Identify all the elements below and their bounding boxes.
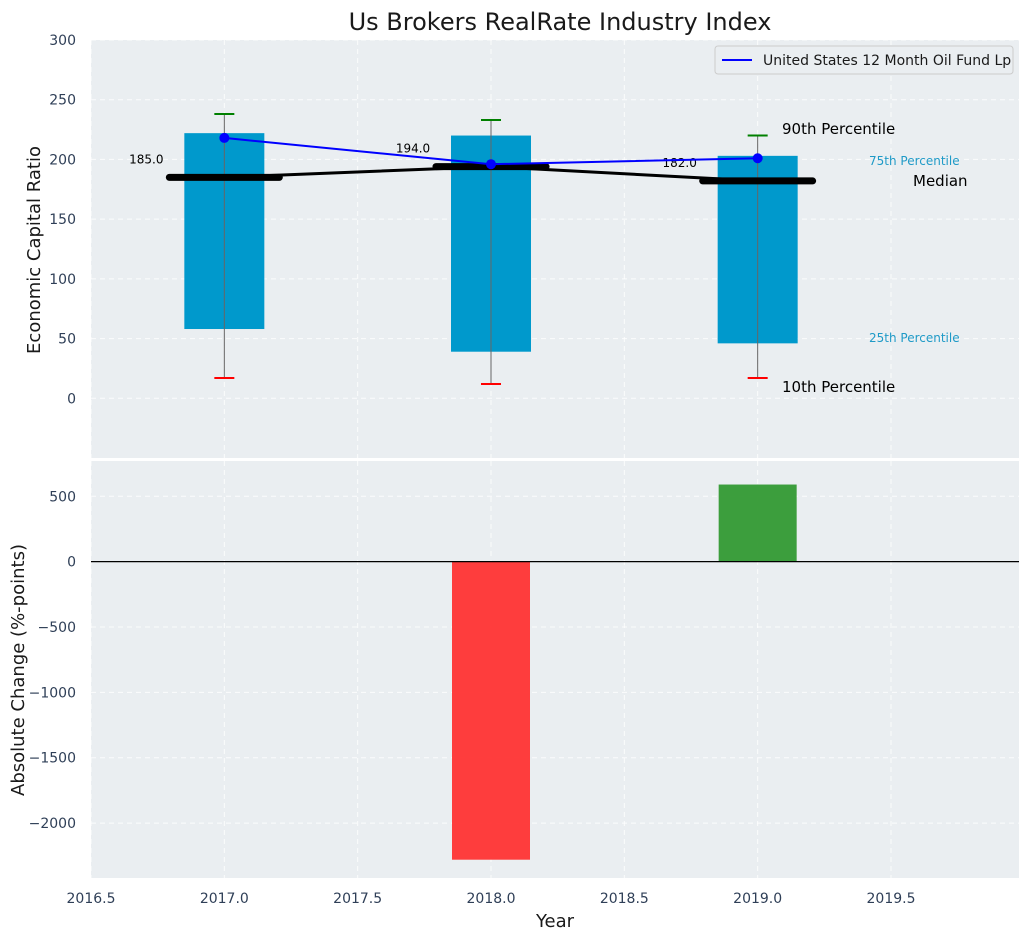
top-y-tick-label: 0 [67,391,76,407]
bottom-y-tick-label: 0 [67,555,76,571]
bottom-y-tick-label: −2000 [29,816,76,832]
x-ticks: 2016.5 2017.0 2017.5 2018.0 2018.5 2019.0 2019… [67,891,916,907]
top-y-tick-label: 50 [58,332,76,348]
bottom-y-tick-label: −500 [38,620,76,636]
bottom-y-ticks: 500 0 −500 −1000 −1500 −2000 [29,489,76,832]
x-tick-label: 2018.5 [600,891,649,907]
legend-entry-label: United States 12 Month Oil Fund Lp [763,53,1011,69]
top-y-tick-label: 100 [49,272,76,288]
top-marks: 185.0 194.0 182.0 [129,113,817,385]
x-axis-label: Year [535,911,575,932]
change-bar [452,561,530,860]
bottom-marks [91,484,1019,860]
x-tick-label: 2017.0 [200,891,249,907]
bottom-y-tick-label: −1000 [29,685,76,701]
annotation-90th: 90th Percentile [782,120,895,138]
chart-title: Us Brokers RealRate Industry Index [349,8,772,36]
top-y-tick-label: 200 [49,152,76,168]
series-point [219,132,230,143]
bottom-panel: 500 0 −500 −1000 −1500 −2000 2016.5 2017.0 2017… [8,461,1019,932]
median-value-label: 194.0 [396,142,430,156]
top-y-ticks: 0 50 100 150 200 250 300 [49,33,76,407]
bottom-y-tick-label: 500 [49,489,76,505]
top-y-tick-label: 250 [49,93,76,109]
x-tick-label: 2017.5 [333,891,382,907]
series-point [752,153,763,164]
x-tick-label: 2018.0 [467,891,516,907]
annotation-10th: 10th Percentile [782,378,895,396]
bottom-y-tick-label: −1500 [29,751,76,767]
annotation-median: Median [913,172,968,190]
legend-box [714,45,1014,75]
top-panel: 0 50 100 150 200 250 300 Economic Capital Rati… [24,33,1019,458]
top-y-axis-label: Economic Capital Ratio [24,146,45,354]
annotation-25th: 25th Percentile [869,331,960,345]
change-bar [718,484,797,562]
annotation-75th: 75th Percentile [869,154,960,168]
top-y-tick-label: 150 [49,212,76,228]
median-value-label: 185.0 [129,152,163,166]
x-tick-label: 2019.5 [867,891,916,907]
median-value-label: 182.0 [662,156,696,170]
bottom-plot-area [91,461,1019,878]
x-tick-label: 2019.0 [733,891,782,907]
legend: United States 12 Month Oil Fund Lp [714,45,1014,75]
series-point [486,159,496,170]
x-tick-label: 2016.5 [67,891,116,907]
top-y-tick-label: 300 [49,33,76,49]
bottom-y-axis-label: Absolute Change (%-points) [8,544,29,796]
